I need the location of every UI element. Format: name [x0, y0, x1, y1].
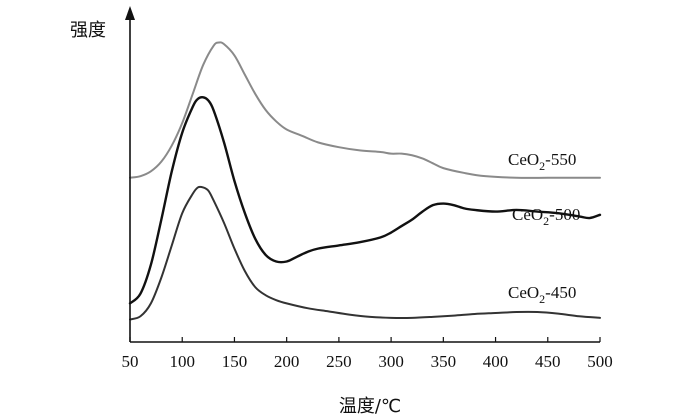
series-layer	[128, 41, 602, 321]
x-tick-label: 100	[169, 352, 195, 371]
x-tick-label: 450	[535, 352, 561, 371]
y-axis-arrow-icon	[125, 6, 135, 20]
x-tick-label: 500	[587, 352, 613, 371]
y-axis-title: 强度	[70, 20, 106, 41]
x-tick-label: 400	[483, 352, 509, 371]
labels-layer: CeO2-550 CeO2-500 CeO2-450	[508, 150, 580, 306]
x-tick-label: 300	[378, 352, 404, 371]
series-label-ceo2-500: CeO2-500	[512, 205, 580, 228]
x-axis-title: 温度/℃	[339, 396, 401, 417]
series-line-ceo2-550	[129, 41, 601, 179]
series-label-ceo2-550: CeO2-550	[508, 150, 576, 173]
series-line-ceo2-450	[129, 185, 601, 321]
series-line-ceo2-500	[128, 95, 602, 305]
x-tick-label: 150	[222, 352, 248, 371]
series-label-ceo2-450: CeO2-450	[508, 283, 576, 306]
ticks-layer: 50 100 150 200 250 300 350 400 450 500	[122, 337, 613, 371]
x-tick-label: 350	[431, 352, 457, 371]
x-tick-label: 250	[326, 352, 352, 371]
x-tick-label: 50	[122, 352, 139, 371]
x-tick-label: 200	[274, 352, 300, 371]
